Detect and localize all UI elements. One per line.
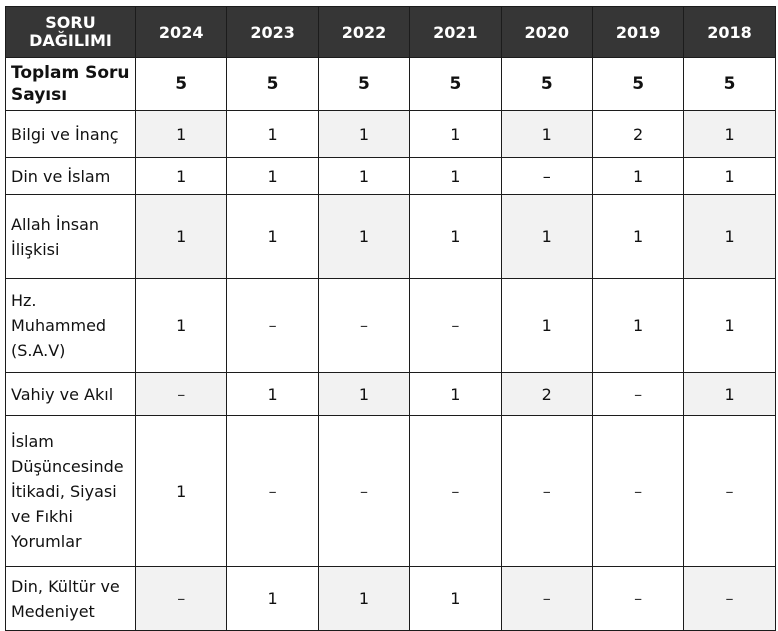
header-year: 2019 (591, 6, 685, 58)
value-cell: 1 (409, 372, 502, 416)
value-cell: 1 (683, 372, 776, 416)
header-year: 2024 (134, 6, 228, 58)
table-row: Hz. Muhammed (S.A.V) 1 – – – 1 1 1 (5, 278, 776, 373)
distribution-table-wrapper: SORU DAĞILIMI 2024 2023 2022 2021 2020 2… (5, 6, 776, 631)
value-cell: – (683, 415, 776, 567)
value-cell: – (683, 566, 776, 631)
header-row: SORU DAĞILIMI 2024 2023 2022 2021 2020 2… (5, 6, 776, 58)
value-cell: 2 (500, 372, 593, 416)
value-cell: – (591, 566, 685, 631)
value-cell: 1 (226, 372, 319, 416)
value-cell: 1 (409, 194, 502, 279)
value-cell: 1 (226, 157, 319, 195)
topic-cell: Hz. Muhammed (S.A.V) (5, 278, 136, 373)
value-cell: 1 (317, 372, 411, 416)
total-cell: 5 (500, 57, 593, 111)
topic-cell: Allah İnsan İlişkisi (5, 194, 136, 279)
value-cell: 1 (591, 157, 685, 195)
value-cell: – (134, 372, 228, 416)
value-cell: 1 (226, 566, 319, 631)
total-row: Toplam Soru Sayısı 5 5 5 5 5 5 5 (5, 57, 776, 111)
value-cell: 1 (134, 278, 228, 373)
topic-cell: Vahiy ve Akıl (5, 372, 136, 416)
topic-cell: İslam Düşüncesinde İtikadi, Siyasi ve Fı… (5, 415, 136, 567)
total-cell: 5 (134, 57, 228, 111)
table-row: Allah İnsan İlişkisi 1 1 1 1 1 1 1 (5, 194, 776, 279)
header-topic: SORU DAĞILIMI (5, 6, 136, 58)
value-cell: 1 (500, 110, 593, 158)
topic-cell: Bilgi ve İnanç (5, 110, 136, 158)
value-cell: 1 (226, 194, 319, 279)
value-cell: 1 (317, 110, 411, 158)
topic-cell: Din ve İslam (5, 157, 136, 195)
value-cell: 1 (134, 110, 228, 158)
value-cell: 1 (500, 278, 593, 373)
value-cell: 1 (591, 194, 685, 279)
value-cell: – (591, 415, 685, 567)
total-cell: 5 (409, 57, 502, 111)
value-cell: – (317, 415, 411, 567)
value-cell: – (591, 372, 685, 416)
value-cell: – (226, 278, 319, 373)
value-cell: – (409, 278, 502, 373)
header-year: 2023 (226, 6, 319, 58)
total-cell: 5 (317, 57, 411, 111)
header-year: 2022 (317, 6, 411, 58)
total-cell: 5 (226, 57, 319, 111)
total-cell: 5 (683, 57, 776, 111)
value-cell: 1 (683, 157, 776, 195)
value-cell: – (500, 157, 593, 195)
value-cell: 1 (317, 194, 411, 279)
value-cell: 1 (683, 278, 776, 373)
value-cell: – (134, 566, 228, 631)
value-cell: – (317, 278, 411, 373)
value-cell: 1 (591, 278, 685, 373)
value-cell: 1 (500, 194, 593, 279)
table-row: Bilgi ve İnanç 1 1 1 1 1 2 1 (5, 110, 776, 158)
value-cell: 1 (409, 110, 502, 158)
value-cell: 1 (226, 110, 319, 158)
topic-cell: Din, Kültür ve Medeniyet (5, 566, 136, 631)
value-cell: 1 (134, 157, 228, 195)
value-cell: 1 (409, 157, 502, 195)
value-cell: 1 (317, 566, 411, 631)
value-cell: 1 (409, 566, 502, 631)
value-cell: 1 (683, 110, 776, 158)
value-cell: 1 (134, 194, 228, 279)
question-distribution-table: SORU DAĞILIMI 2024 2023 2022 2021 2020 2… (5, 6, 776, 631)
value-cell: – (500, 415, 593, 567)
table-row: İslam Düşüncesinde İtikadi, Siyasi ve Fı… (5, 415, 776, 567)
table-row: Din, Kültür ve Medeniyet – 1 1 1 – – – (5, 566, 776, 631)
header-year: 2020 (500, 6, 593, 58)
value-cell: 1 (317, 157, 411, 195)
total-label: Toplam Soru Sayısı (5, 57, 136, 111)
table-row: Vahiy ve Akıl – 1 1 1 2 – 1 (5, 372, 776, 416)
header-year: 2018 (683, 6, 776, 58)
total-cell: 5 (591, 57, 685, 111)
table-row: Din ve İslam 1 1 1 1 – 1 1 (5, 157, 776, 195)
value-cell: 1 (134, 415, 228, 567)
value-cell: – (226, 415, 319, 567)
value-cell: – (500, 566, 593, 631)
value-cell: – (409, 415, 502, 567)
value-cell: 2 (591, 110, 685, 158)
header-year: 2021 (409, 6, 502, 58)
value-cell: 1 (683, 194, 776, 279)
